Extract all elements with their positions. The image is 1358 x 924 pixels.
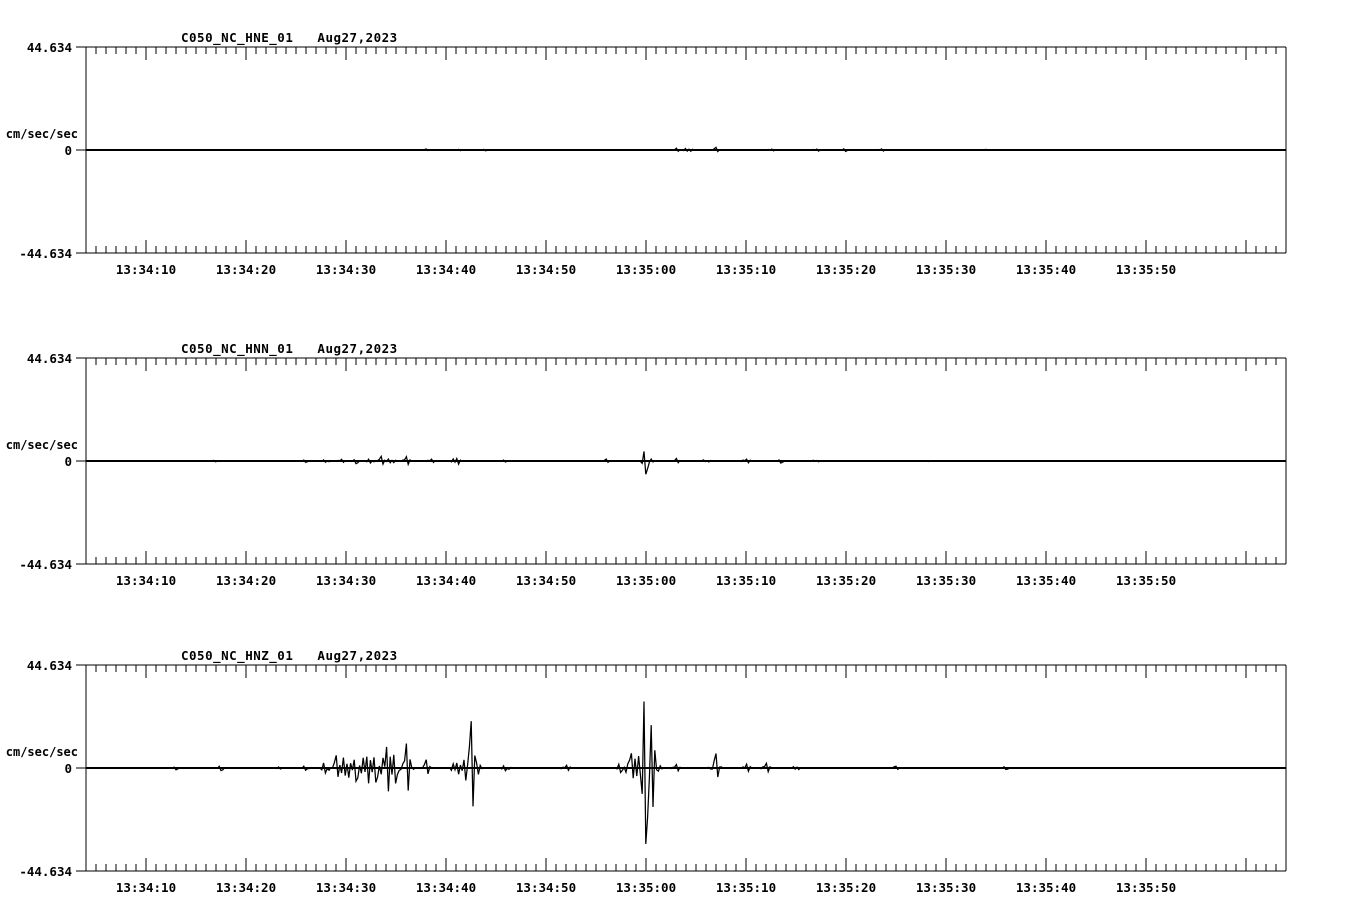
x-axis-tick-label: 13:34:10 — [115, 262, 177, 277]
x-axis-tick-label: 13:34:10 — [115, 573, 177, 588]
x-axis-tick-label: 13:35:40 — [1015, 880, 1077, 895]
x-axis-tick-label: 13:35:20 — [815, 573, 877, 588]
y-axis-min-label: -44.634 — [19, 557, 72, 572]
x-axis-tick-label: 13:35:50 — [1115, 880, 1177, 895]
x-axis-tick-label: 13:34:30 — [315, 880, 377, 895]
x-axis-tick-label: 13:34:10 — [115, 880, 177, 895]
y-axis-min-label: -44.634 — [19, 864, 72, 879]
x-axis-tick-label: 13:34:30 — [315, 573, 377, 588]
x-axis-tick-label: 13:34:50 — [515, 573, 577, 588]
x-axis-tick-label: 13:34:50 — [515, 262, 577, 277]
y-axis-min-label: -44.634 — [19, 246, 72, 261]
x-axis-tick-label: 13:35:20 — [815, 880, 877, 895]
axis-ticks — [76, 664, 1277, 872]
panel-title-hnz: C050_NC_HNZ_01 Aug27,2023 — [181, 648, 398, 663]
y-axis-max-label: 44.634 — [26, 658, 72, 673]
x-axis-tick-label: 13:35:20 — [815, 262, 877, 277]
x-axis-tick-label: 13:35:50 — [1115, 573, 1177, 588]
panel-title-hne: C050_NC_HNE_01 Aug27,2023 — [181, 30, 398, 45]
x-axis-tick-label: 13:35:40 — [1015, 262, 1077, 277]
waveform-trace-hne — [85, 146, 1285, 153]
panel-title-hnn: C050_NC_HNN_01 Aug27,2023 — [181, 341, 398, 356]
y-axis-zero-label: 0 — [64, 454, 72, 469]
x-axis-tick-label: 13:35:00 — [615, 262, 677, 277]
x-axis-tick-label: 13:34:20 — [215, 573, 277, 588]
x-axis-tick-label: 13:35:00 — [615, 880, 677, 895]
y-axis-zero-label: 0 — [64, 143, 72, 158]
x-axis-tick-label: 13:34:20 — [215, 880, 277, 895]
x-axis-tick-label: 13:35:40 — [1015, 573, 1077, 588]
y-axis-zero-label: 0 — [64, 761, 72, 776]
axis-ticks — [76, 46, 1277, 254]
x-axis-tick-label: 13:35:30 — [915, 573, 977, 588]
y-axis-max-label: 44.634 — [26, 351, 72, 366]
x-axis-tick-label: 13:35:00 — [615, 573, 677, 588]
x-axis-tick-label: 13:34:20 — [215, 262, 277, 277]
axis-ticks — [76, 357, 1277, 565]
x-axis-tick-label: 13:35:10 — [715, 262, 777, 277]
x-axis-tick-label: 13:35:30 — [915, 880, 977, 895]
x-axis-tick-label: 13:35:30 — [915, 262, 977, 277]
y-axis-unit-label: cm/sec/sec — [5, 127, 78, 141]
x-axis-tick-label: 13:34:30 — [315, 262, 377, 277]
x-axis-tick-label: 13:35:10 — [715, 880, 777, 895]
x-axis-tick-label: 13:35:50 — [1115, 262, 1177, 277]
y-axis-unit-label: cm/sec/sec — [5, 438, 78, 452]
y-axis-unit-label: cm/sec/sec — [5, 745, 78, 759]
x-axis-tick-label: 13:34:40 — [415, 573, 477, 588]
y-axis-max-label: 44.634 — [26, 40, 72, 55]
x-axis-tick-label: 13:34:40 — [415, 262, 477, 277]
x-axis-tick-label: 13:34:40 — [415, 880, 477, 895]
x-axis-tick-label: 13:35:10 — [715, 573, 777, 588]
waveform-trace-hnn — [85, 451, 1285, 475]
waveform-trace-hnz — [85, 701, 1285, 844]
x-axis-tick-label: 13:34:50 — [515, 880, 577, 895]
